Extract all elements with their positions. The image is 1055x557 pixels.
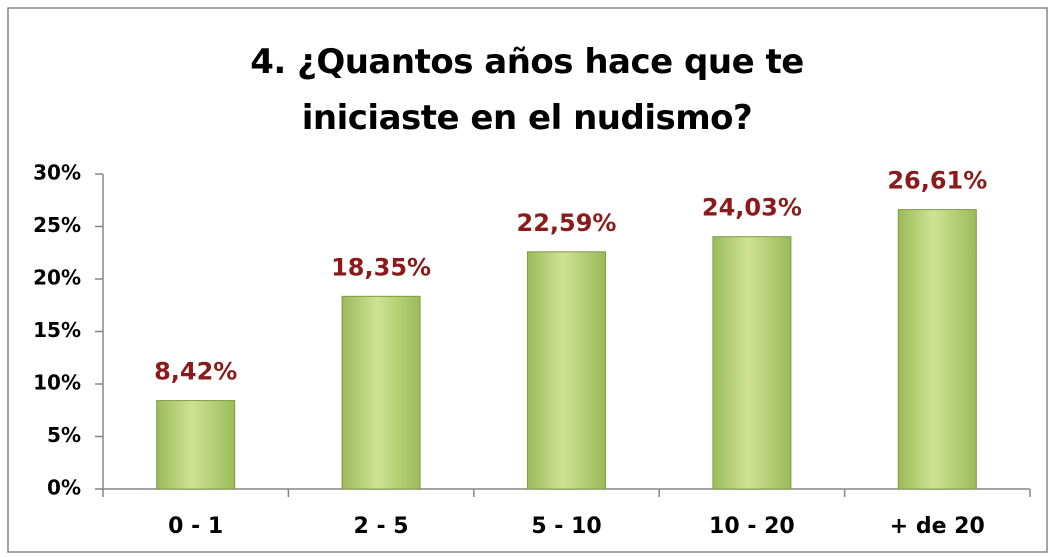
- y-tick-label: 10%: [33, 371, 81, 395]
- y-tick-label: 20%: [33, 266, 81, 290]
- x-tick-label: + de 20: [890, 514, 985, 539]
- value-label: 26,61%: [887, 167, 987, 195]
- bar: [527, 251, 606, 490]
- x-tick-label: 0 - 1: [168, 514, 223, 539]
- x-tick-label: 10 - 20: [709, 514, 795, 539]
- value-label: 24,03%: [702, 194, 802, 222]
- y-tick-label: 15%: [33, 318, 81, 342]
- x-tick-label: 2 - 5: [354, 514, 409, 539]
- bar: [712, 236, 792, 490]
- y-tick-label: 5%: [47, 423, 81, 447]
- y-tick-label: 30%: [33, 161, 81, 185]
- value-label: 22,59%: [517, 209, 617, 237]
- bar: [341, 295, 421, 490]
- chart-title: 4. ¿Quantos años hace que te iniciaste e…: [250, 42, 804, 138]
- x-tick-label: 5 - 10: [531, 514, 601, 539]
- bar: [156, 400, 236, 490]
- y-tick-label: 25%: [33, 213, 81, 237]
- y-tick-label: 0%: [47, 476, 81, 500]
- bar: [897, 209, 977, 490]
- value-label: 8,42%: [154, 358, 237, 386]
- value-label: 18,35%: [331, 253, 431, 281]
